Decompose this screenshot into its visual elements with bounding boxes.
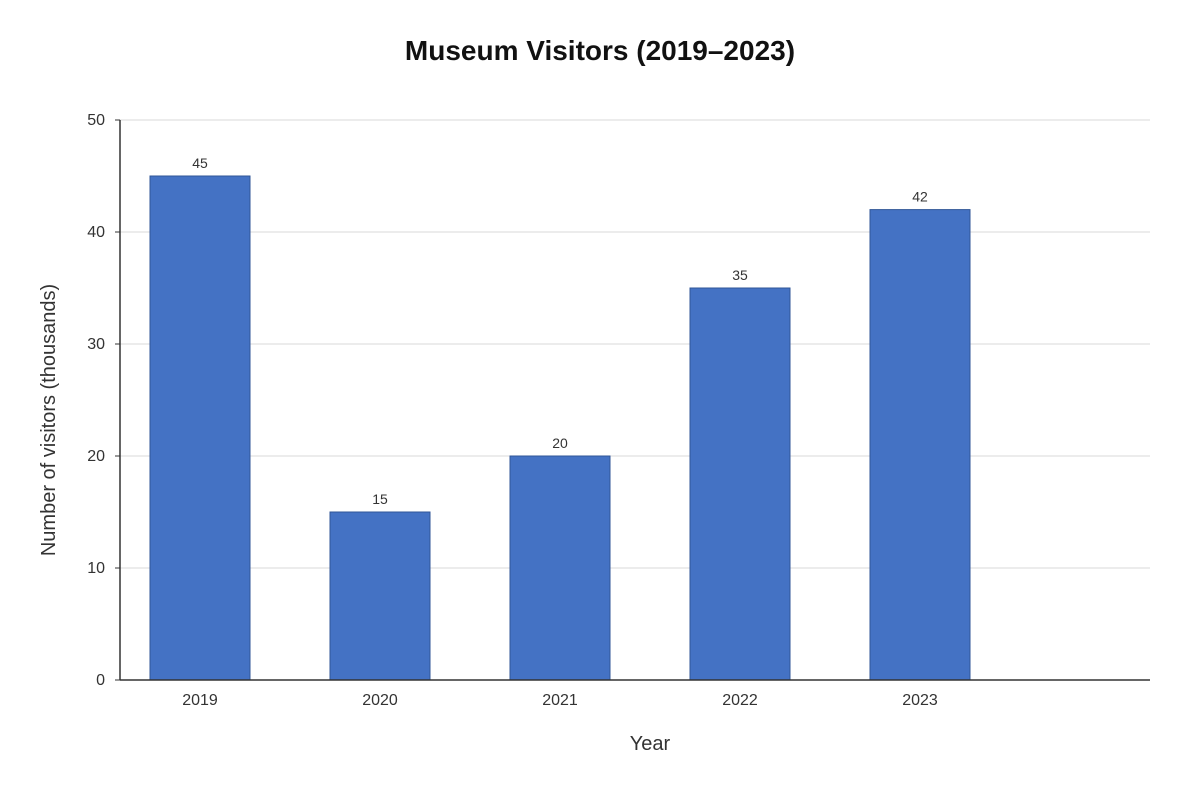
data-label-2021: 20 <box>552 435 568 451</box>
x-tick-label-2021: 2021 <box>542 692 578 709</box>
x-axis-label: Year <box>630 733 671 755</box>
y-axis-label: Number of visitors (thousands) <box>38 284 60 556</box>
y-tick-label: 20 <box>87 448 105 465</box>
x-tick-label-2019: 2019 <box>182 692 218 709</box>
bar-2023 <box>869 209 971 681</box>
data-label-2019: 45 <box>192 155 208 171</box>
y-tick-label: 10 <box>87 560 105 577</box>
x-tick-label-2023: 2023 <box>902 692 938 709</box>
data-labels: 45 15 20 35 42 <box>192 155 928 507</box>
bar-2021 <box>509 455 611 681</box>
bar-2022 <box>689 287 791 681</box>
data-label-2020: 15 <box>372 491 388 507</box>
y-tick-label: 50 <box>87 112 105 129</box>
bar-2020 <box>329 511 431 681</box>
y-axis-ticks: 0 10 20 30 40 50 <box>87 112 120 689</box>
chart-title: Museum Visitors (2019–2023) <box>405 35 795 66</box>
x-tick-label-2022: 2022 <box>722 692 758 709</box>
x-axis-ticks: 2019 2020 2021 2022 2023 <box>182 692 938 709</box>
y-tick-label: 40 <box>87 224 105 241</box>
data-label-2022: 35 <box>732 267 748 283</box>
data-label-2023: 42 <box>912 189 928 205</box>
bar-2019 <box>149 175 251 681</box>
grid-lines <box>120 119 1150 569</box>
bars <box>149 175 971 681</box>
y-tick-label: 0 <box>96 672 105 689</box>
axes <box>119 120 1150 681</box>
y-tick-label: 30 <box>87 336 105 353</box>
x-tick-label-2020: 2020 <box>362 692 398 709</box>
